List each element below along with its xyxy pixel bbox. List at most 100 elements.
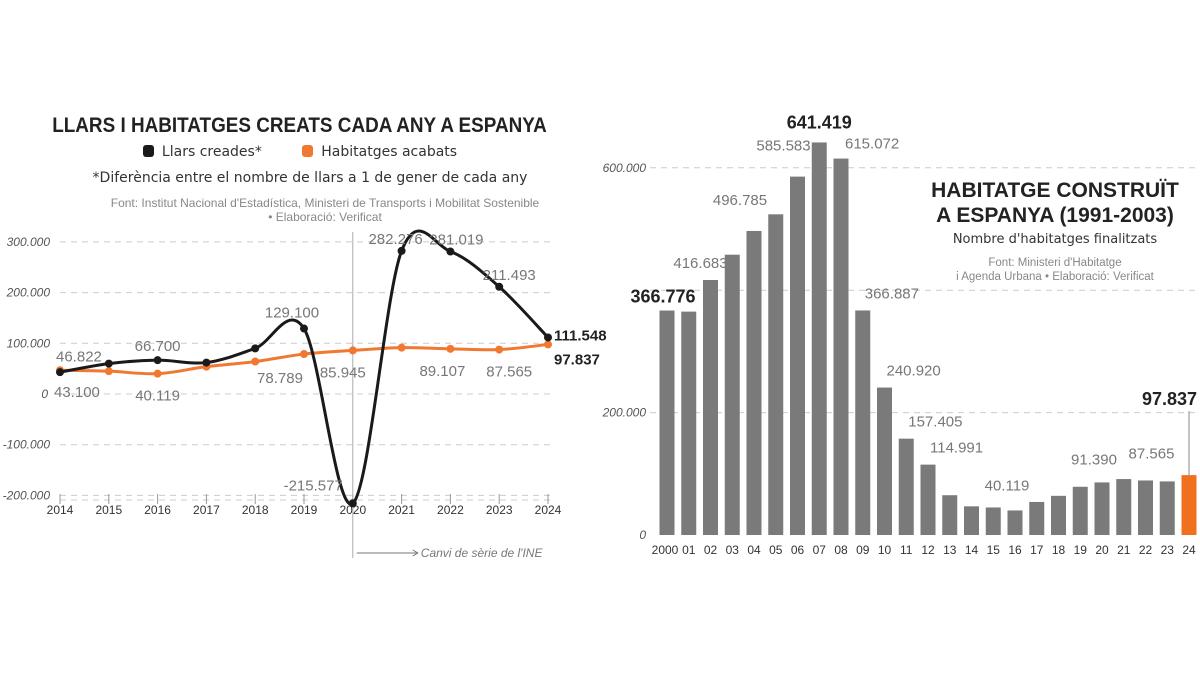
data-label: 97.837 <box>1142 389 1197 409</box>
source-line-1: Font: Institut Nacional d'Estadística, M… <box>110 196 540 210</box>
data-label: 40.119 <box>135 388 180 405</box>
y-tick-label: 100.000 <box>7 336 51 350</box>
data-label: 85.945 <box>320 364 366 381</box>
x-tick-label: 08 <box>834 543 848 557</box>
x-tick-label: 10 <box>878 543 892 557</box>
source-line-2: i Agenda Urbana • Elaboració: Verificat <box>956 271 1154 283</box>
data-label: 40.119 <box>985 477 1030 494</box>
data-point <box>153 369 162 378</box>
left-chart-note: *Diferència entre el nombre de llars a 1… <box>92 170 528 186</box>
data-label: 157.405 <box>908 414 962 431</box>
bar-14 <box>964 506 979 535</box>
data-point <box>348 499 357 508</box>
annotation-arrowhead <box>412 549 419 557</box>
x-tick-label: 2024 <box>535 503 562 517</box>
y-tick-label: -200.000 <box>3 488 51 502</box>
bar-08 <box>833 158 849 536</box>
data-label: 91.390 <box>1071 451 1117 468</box>
data-point <box>251 357 260 366</box>
title-line-1: HABITATGE CONSTRUÏT <box>931 179 1179 202</box>
x-tick-label: 19 <box>1074 543 1088 557</box>
y-tick-label: 0 <box>639 528 646 542</box>
data-label: 416.683 <box>673 255 727 272</box>
x-tick-label: 18 <box>1052 543 1066 557</box>
legend-item-llars: Llars creades* <box>142 144 262 160</box>
bar-01 <box>681 311 697 535</box>
bar-13 <box>942 495 958 535</box>
x-tick-label: 23 <box>1161 543 1175 557</box>
x-tick-label: 2022 <box>437 503 464 517</box>
bar-24 <box>1181 475 1197 535</box>
left-chart-title: LLARS I HABITATGES CREATS CADA ANY A ESP… <box>52 114 547 137</box>
data-label: 282.276 <box>368 231 422 248</box>
bar-23 <box>1159 481 1175 535</box>
bar-21 <box>1116 479 1132 535</box>
bar-22 <box>1138 480 1153 535</box>
series-line-llars <box>59 229 550 506</box>
x-tick-label: 2014 <box>47 503 74 517</box>
bar-05 <box>768 214 784 535</box>
data-label: 211.493 <box>483 267 536 284</box>
x-tick-label: 01 <box>682 543 696 557</box>
bar-18 <box>1051 495 1066 535</box>
bar-09 <box>855 310 871 535</box>
x-tick-label: 09 <box>856 543 870 557</box>
data-point <box>446 247 455 256</box>
legend-label-llars: Llars creades* <box>161 144 262 160</box>
series-line-habitatges <box>59 342 549 376</box>
x-tick-label: 20 <box>1095 543 1109 557</box>
bar-19 <box>1072 486 1088 535</box>
data-point <box>397 343 406 352</box>
bar-12 <box>920 464 936 535</box>
data-point <box>153 356 162 365</box>
bar-11 <box>898 438 914 535</box>
data-label: 78.789 <box>257 370 303 387</box>
data-label: 641.419 <box>787 112 852 132</box>
bar-16 <box>1007 510 1023 535</box>
data-label: 87.565 <box>486 364 532 381</box>
data-label: 89.107 <box>419 363 465 380</box>
bar-07 <box>811 142 827 535</box>
bar-20 <box>1094 482 1110 535</box>
data-label: 366.776 <box>630 287 695 307</box>
x-tick-label: 14 <box>965 543 979 557</box>
x-tick-label: 2000 <box>652 543 679 557</box>
data-label: 615.072 <box>845 136 899 153</box>
x-tick-label: 22 <box>1139 543 1153 557</box>
x-tick-label: 02 <box>704 543 718 557</box>
left-chart-source: Font: Institut Nacional d'Estadística, M… <box>40 196 610 224</box>
data-label: 114.991 <box>930 440 983 457</box>
data-point <box>495 282 504 291</box>
x-tick-label: 15 <box>987 543 1001 557</box>
x-tick-label: 2021 <box>388 503 415 517</box>
y-tick-label: 300.000 <box>7 235 51 249</box>
data-label: 111.548 <box>554 327 607 344</box>
data-point <box>300 350 308 359</box>
annotation-text: Canvi de sèrie de l'INE <box>421 546 544 560</box>
data-label: 129.100 <box>265 305 319 322</box>
title-line-2: A ESPANYA (1991-2003) <box>936 204 1174 227</box>
bar-2000 <box>659 310 675 535</box>
data-label: 281.019 <box>429 232 483 249</box>
x-tick-label: 21 <box>1117 543 1131 557</box>
x-tick-label: 2017 <box>193 503 220 517</box>
data-label: 496.785 <box>713 192 767 209</box>
data-point <box>104 367 113 376</box>
x-tick-label: 04 <box>747 543 761 557</box>
x-tick-label: 2019 <box>291 503 318 517</box>
bar-06 <box>790 176 805 535</box>
legend-label-habitatges: Habitatges acabats <box>321 144 458 160</box>
legend-swatch-llars <box>142 145 154 157</box>
data-point <box>397 246 406 255</box>
data-point <box>495 345 504 354</box>
y-tick-label: 200.000 <box>6 286 51 300</box>
x-tick-label: 2016 <box>144 503 171 517</box>
x-tick-label: 2023 <box>486 503 513 517</box>
data-point <box>544 333 552 342</box>
x-tick-label: 17 <box>1030 543 1044 557</box>
legend-swatch-habitatges <box>302 145 314 157</box>
data-label: 87.565 <box>1129 445 1175 462</box>
data-label: 43.100 <box>54 384 100 401</box>
legend: Llars creades* Habitatges acabats <box>0 144 600 160</box>
